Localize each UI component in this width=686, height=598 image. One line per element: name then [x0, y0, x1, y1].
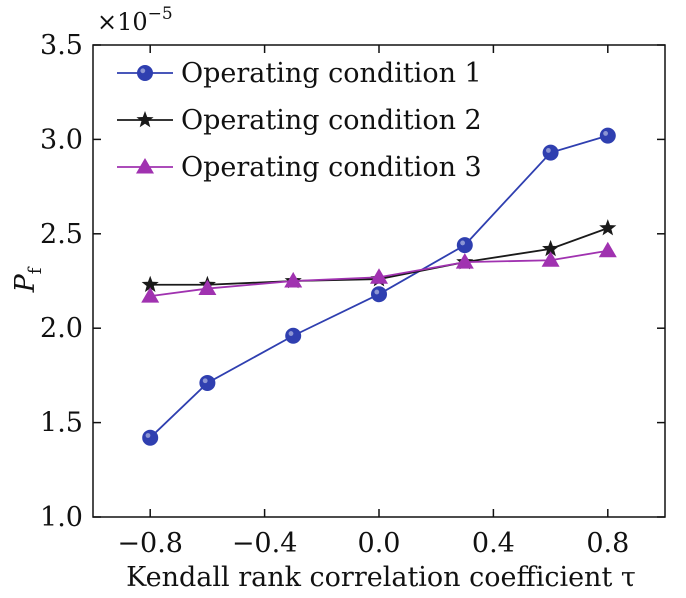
series-1-point-highlight: [460, 240, 465, 246]
legend: Operating condition 1 Operating condition…: [117, 58, 482, 183]
series-1-point: [599, 127, 616, 144]
y-axis-title: Pf: [10, 266, 46, 293]
y-axis-title-sub: f: [25, 266, 46, 274]
legend-marker-highlight: [140, 68, 146, 74]
x-tick-label: 0.8: [586, 528, 629, 559]
x-tick-label: 0.4: [472, 528, 515, 559]
series-3-point: [598, 241, 617, 258]
legend-entry-1: Operating condition 1: [117, 58, 482, 89]
series-3-point: [455, 253, 474, 269]
legend-label: Operating condition 1: [181, 58, 482, 89]
legend-marker: [136, 158, 154, 174]
series-1-point-highlight: [288, 331, 294, 336]
legend-marker: [137, 65, 153, 81]
y-axis-multiplier-base: ×10: [97, 8, 148, 36]
series-2-point: [599, 219, 617, 236]
y-tick-label: 2.0: [40, 313, 83, 344]
series-1-point: [199, 374, 216, 391]
series-1-point-highlight: [603, 131, 608, 136]
series-1-point-highlight: [145, 433, 151, 438]
axes: −0.8 −0.4 0.0 0.4 0.8 1.0 1.5 2.0 2.5 3.0 3.5: [40, 30, 666, 559]
series-3: [141, 241, 617, 303]
series-1-point: [456, 237, 473, 254]
series-layer: [141, 127, 617, 446]
series-1-point: [142, 429, 159, 446]
x-tick-label: 0.0: [358, 528, 401, 559]
series-3-point: [370, 268, 388, 284]
series-3-point: [541, 251, 560, 267]
series-1: [142, 127, 616, 446]
y-axis-multiplier-exponent: −5: [148, 4, 173, 24]
series-1-point-highlight: [202, 378, 208, 384]
y-axis-title-main: P: [10, 273, 41, 293]
y-tick-label: 1.0: [40, 502, 83, 533]
series-3-point: [198, 279, 217, 296]
legend-marker: [136, 111, 154, 128]
y-tick-label: 2.5: [40, 219, 83, 250]
x-tick-label: −0.4: [232, 528, 298, 559]
y-tick-label: 3.0: [40, 124, 83, 155]
x-axis-title: Kendall rank correlation coefficient τ: [126, 562, 636, 593]
series-2-point: [141, 275, 159, 293]
y-tick-label: 3.5: [40, 30, 83, 61]
series-1-point-highlight: [546, 148, 551, 153]
series-2-point: [542, 239, 560, 257]
legend-label: Operating condition 2: [181, 105, 482, 136]
legend-entry-3: Operating condition 3: [117, 152, 482, 183]
axis-labels: Kendall rank correlation coefficient τ P…: [10, 4, 636, 593]
y-tick-label: 1.5: [40, 408, 83, 439]
y-axis-multiplier: ×10−5: [97, 4, 173, 36]
series-1-point-highlight: [374, 289, 380, 295]
legend-label: Operating condition 3: [181, 152, 482, 183]
x-tick-label: −0.8: [117, 528, 183, 559]
series-3-point: [141, 287, 160, 303]
series-1-point: [542, 144, 559, 161]
legend-entry-2: Operating condition 2: [117, 105, 482, 136]
series-1-point: [285, 327, 302, 344]
series-1-point: [371, 286, 387, 303]
series-3-point: [284, 272, 303, 288]
